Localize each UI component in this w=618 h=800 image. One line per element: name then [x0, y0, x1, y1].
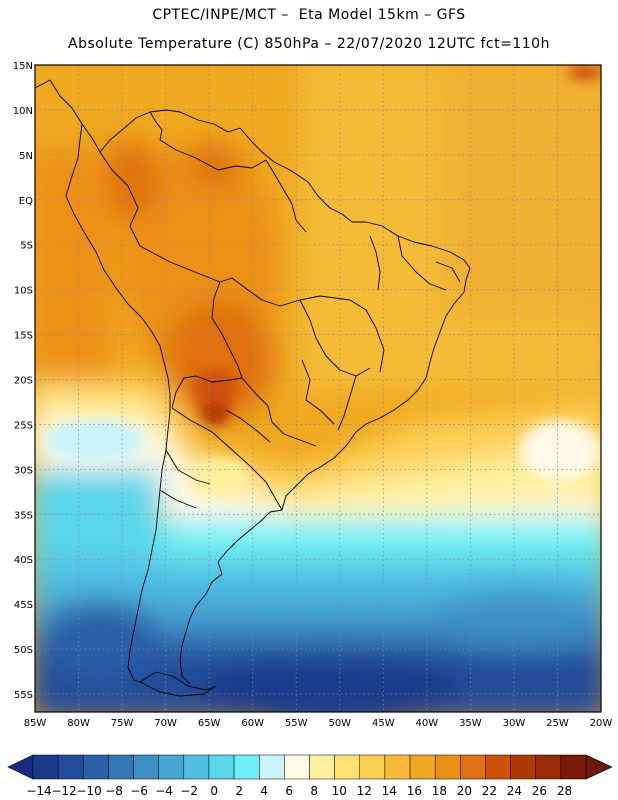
coastline-borders — [35, 79, 471, 697]
colorbar-swatch — [510, 754, 536, 780]
colorbar-under-arrow — [7, 754, 34, 780]
colorbar-labels: −14 −12 −10 −8 −6 −4 −2 0 2 4 6 8 10 12 14 16 18 20 22 24 26… — [26, 784, 572, 798]
colorbar-tick-label: −12 — [51, 784, 76, 798]
colorbar-swatch — [258, 754, 285, 780]
colorbar-swatch — [460, 754, 486, 780]
colorbar-tick-label: 4 — [260, 784, 268, 798]
colorbar-over-arrow — [585, 754, 613, 780]
temperature-field — [35, 65, 601, 712]
lat-label: 55S — [14, 690, 33, 701]
colorbar-swatch — [32, 754, 59, 780]
colorbar-tick-label: −2 — [180, 784, 198, 798]
lat-label: 10S — [14, 286, 33, 297]
colorbar-swatch — [83, 754, 109, 780]
lat-label: 5N — [19, 151, 33, 162]
colorbar-tick-label: 20 — [457, 784, 472, 798]
latitude-labels: 15N 10N 5N EQ 5S 10S 15S 20S 25S 30S 35S 40S 45S 50S 5… — [13, 61, 33, 701]
colorbar-tick-label: 2 — [235, 784, 243, 798]
colorbar-swatch — [560, 754, 587, 780]
colorbar-tick-label: −14 — [26, 784, 51, 798]
lon-label: 20W — [590, 718, 613, 729]
colorbar-swatch — [158, 754, 185, 780]
colorbar-swatch — [384, 754, 411, 780]
lat-label: 45S — [14, 600, 33, 611]
lat-label: 30S — [14, 465, 33, 476]
lat-label: EQ — [19, 196, 33, 207]
colorbar-swatch — [284, 754, 310, 780]
lon-label: 75W — [111, 718, 134, 729]
colorbar-tick-label: 6 — [285, 784, 293, 798]
lon-label: 45W — [372, 718, 395, 729]
colorbar-swatch — [309, 754, 335, 780]
lon-label: 85W — [24, 718, 47, 729]
colorbar-tick-label: −6 — [130, 784, 148, 798]
colorbar-tick-label: 8 — [310, 784, 318, 798]
lat-label: 5S — [20, 241, 33, 252]
lat-label: 35S — [14, 510, 33, 521]
colorbar-tick-label: 28 — [557, 784, 572, 798]
colorbar-tick-label: −10 — [76, 784, 101, 798]
longitude-labels: 85W 80W 75W 70W 65W 60W 55W 50W 45W 40W 35W 30W 25W 2… — [24, 718, 613, 729]
lon-label: 30W — [503, 718, 526, 729]
colorbar-tick-label: 10 — [332, 784, 347, 798]
colorbar-swatch — [183, 754, 210, 780]
colorbar-swatch — [434, 754, 461, 780]
colorbar-tick-label: 22 — [482, 784, 497, 798]
colorbar-tick-label: 24 — [507, 784, 522, 798]
colorbar — [7, 754, 613, 780]
lon-label: 35W — [459, 718, 482, 729]
lat-label: 25S — [14, 420, 33, 431]
colorbar-tick-label: −4 — [155, 784, 173, 798]
colorbar-swatch — [485, 754, 511, 780]
lon-label: 60W — [241, 718, 264, 729]
colorbar-swatch — [409, 754, 436, 780]
colorbar-swatch — [334, 754, 361, 780]
colorbar-tick-label: −8 — [105, 784, 123, 798]
colorbar-tick-label: 0 — [210, 784, 218, 798]
title-line-1: CPTEC/INPE/MCT – Eta Model 15km – GFS — [152, 7, 466, 23]
plot-frame — [34, 64, 602, 713]
lat-label: 50S — [14, 645, 33, 656]
colorbar-tick-label: 14 — [382, 784, 397, 798]
title-line-2: Absolute Temperature (C) 850hPa – 22/07/… — [68, 36, 550, 52]
colorbar-swatch — [359, 754, 386, 780]
colorbar-swatch — [57, 754, 84, 780]
lon-label: 25W — [546, 718, 569, 729]
lon-label: 65W — [198, 718, 221, 729]
lat-label: 40S — [14, 555, 33, 566]
lon-label: 50W — [328, 718, 351, 729]
colorbar-tick-label: 12 — [357, 784, 372, 798]
colorbar-tick-label: 18 — [432, 784, 447, 798]
lon-label: 70W — [154, 718, 177, 729]
colorbar-swatch — [133, 754, 159, 780]
lon-label: 80W — [67, 718, 90, 729]
colorbar-swatch — [535, 754, 562, 780]
lat-label: 15N — [13, 61, 33, 72]
lat-label: 20S — [14, 376, 33, 387]
colorbar-tick-label: 16 — [407, 784, 422, 798]
colorbar-swatch — [208, 754, 235, 780]
colorbar-swatch — [108, 754, 134, 780]
lat-label: 15S — [14, 331, 33, 342]
lon-label: 55W — [285, 718, 308, 729]
colorbar-tick-label: 26 — [532, 784, 547, 798]
colorbar-swatch — [233, 754, 260, 780]
lat-label: 10N — [13, 106, 33, 117]
lon-label: 40W — [416, 718, 439, 729]
